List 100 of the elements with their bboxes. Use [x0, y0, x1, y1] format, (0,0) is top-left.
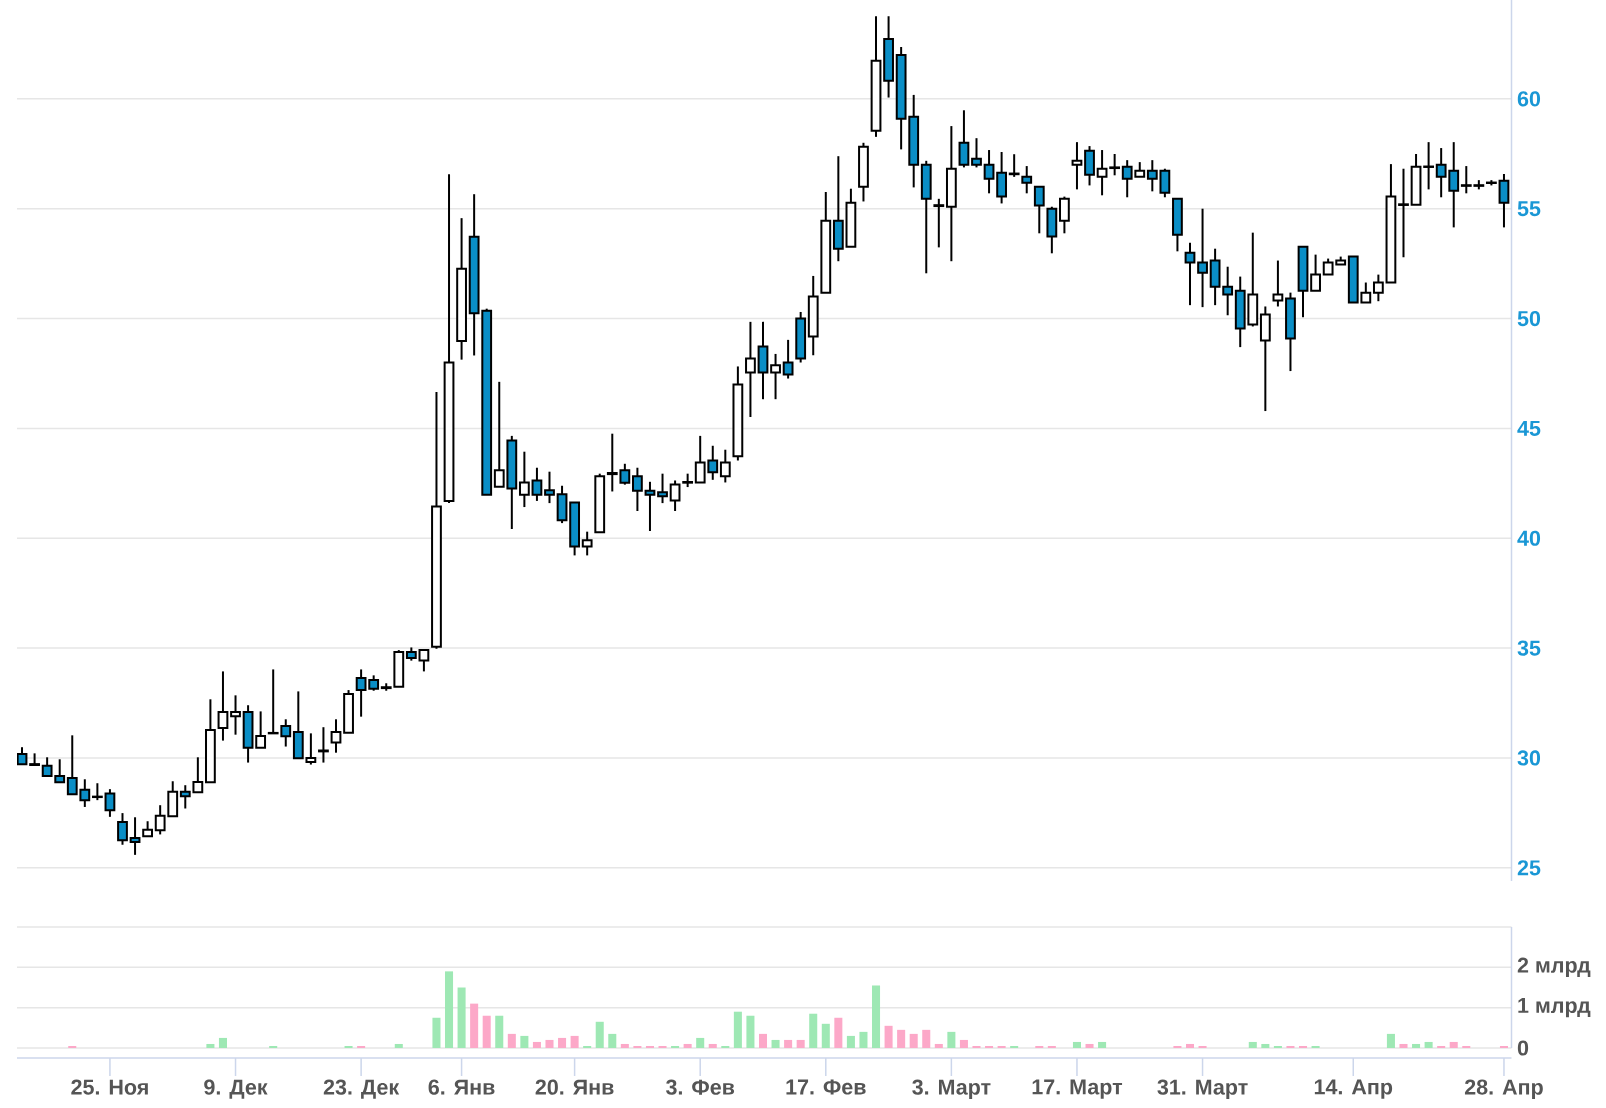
bar	[545, 1039, 554, 1048]
bar	[834, 1017, 843, 1048]
bar	[445, 971, 454, 1048]
y-tick-label: 0	[1517, 1040, 1529, 1056]
candlestick	[518, 450, 530, 509]
bar	[909, 1033, 918, 1048]
candlestick	[933, 197, 945, 249]
bar	[68, 1045, 77, 1048]
x-tick-label: 3. Фев	[665, 1079, 735, 1095]
candlestick	[1310, 253, 1321, 292]
bar	[859, 1031, 868, 1048]
bar	[771, 1039, 780, 1048]
bar	[269, 1045, 278, 1048]
bar	[1299, 1045, 1308, 1048]
candlestick	[719, 448, 731, 484]
bar	[1098, 1041, 1107, 1048]
candlestick	[745, 320, 756, 418]
bar	[482, 1015, 491, 1048]
bar	[746, 1015, 755, 1048]
candlestick	[129, 816, 141, 856]
x-tick-label: 6. Янв	[428, 1079, 495, 1095]
bar	[394, 1043, 403, 1048]
candlestick	[971, 137, 982, 169]
bar	[985, 1045, 994, 1048]
bar	[1072, 1041, 1081, 1048]
bar	[821, 1023, 830, 1048]
bar	[1185, 1043, 1195, 1048]
bar	[683, 1043, 692, 1048]
y-tick-label: 60	[1517, 91, 1541, 107]
x-tick-label: 20. Янв	[535, 1079, 614, 1095]
x-tick-label: 25. Ноя	[71, 1079, 148, 1095]
bar	[696, 1037, 705, 1048]
bar	[1286, 1045, 1295, 1048]
x-tick-label: 3. Март	[912, 1079, 991, 1099]
candlestick	[1372, 273, 1384, 303]
bar	[1273, 1045, 1282, 1048]
y-tick-label: 55	[1517, 201, 1541, 217]
bar	[758, 1033, 768, 1048]
bar	[1198, 1045, 1207, 1048]
bar	[470, 1003, 479, 1048]
bar	[1035, 1045, 1044, 1048]
candlestick	[1109, 153, 1121, 177]
bar	[846, 1035, 855, 1048]
bar	[1437, 1045, 1446, 1048]
bar	[796, 1039, 805, 1048]
x-tick-label: 17. Фев	[786, 1079, 866, 1095]
candlestick	[644, 480, 656, 533]
bar	[608, 1033, 617, 1048]
candlestick	[669, 479, 681, 513]
bar	[620, 1043, 629, 1048]
x-tick-label: 28. Апр	[1464, 1079, 1543, 1099]
bar	[357, 1045, 366, 1048]
candlestick	[255, 710, 267, 749]
candlestick	[418, 649, 430, 673]
candlestick	[217, 670, 229, 742]
candlestick	[330, 718, 342, 754]
bar	[520, 1035, 529, 1048]
bar	[809, 1013, 818, 1048]
candlestick	[1033, 185, 1045, 235]
candlestick	[632, 466, 643, 513]
bar	[507, 1033, 516, 1048]
candlestick	[230, 694, 241, 736]
x-tick-label: 17. Март	[1032, 1079, 1123, 1099]
bar	[558, 1037, 567, 1048]
y-tick-label: 1 млрд	[1518, 998, 1591, 1018]
y-tick-label: 50	[1517, 310, 1541, 327]
bar	[1261, 1043, 1270, 1048]
candlestick	[1498, 172, 1510, 229]
bar	[1399, 1043, 1408, 1048]
x-tick-label: 31. Март	[1157, 1079, 1248, 1099]
bar	[1010, 1045, 1019, 1048]
y-tick-label: 35	[1517, 640, 1541, 656]
bar	[1085, 1043, 1094, 1048]
y-tick-label: 30	[1517, 750, 1541, 766]
y-tick-label: 25	[1517, 860, 1541, 876]
bar	[583, 1045, 592, 1048]
candlestick	[1398, 167, 1409, 259]
bar	[1311, 1045, 1320, 1048]
candlestick	[318, 726, 329, 764]
y-tick-label: 45	[1517, 420, 1541, 436]
candlestick	[958, 109, 970, 169]
bar	[922, 1029, 931, 1048]
candlestick	[770, 352, 781, 401]
bar	[457, 987, 466, 1048]
bar	[1412, 1043, 1421, 1048]
bar	[595, 1021, 604, 1048]
bar	[1173, 1045, 1182, 1048]
candlestick	[657, 472, 668, 505]
candlestick	[117, 812, 128, 846]
candlestick	[782, 338, 794, 380]
bar	[532, 1041, 541, 1048]
y-tick-label: 40	[1517, 530, 1541, 546]
bar	[1424, 1041, 1433, 1048]
bar	[1449, 1041, 1458, 1048]
x-tick-label: 23. Дек	[323, 1079, 400, 1099]
bar	[708, 1043, 717, 1048]
candlestick	[104, 788, 116, 818]
bar	[784, 1039, 793, 1048]
bar	[959, 1039, 968, 1048]
candlestick	[531, 466, 543, 502]
